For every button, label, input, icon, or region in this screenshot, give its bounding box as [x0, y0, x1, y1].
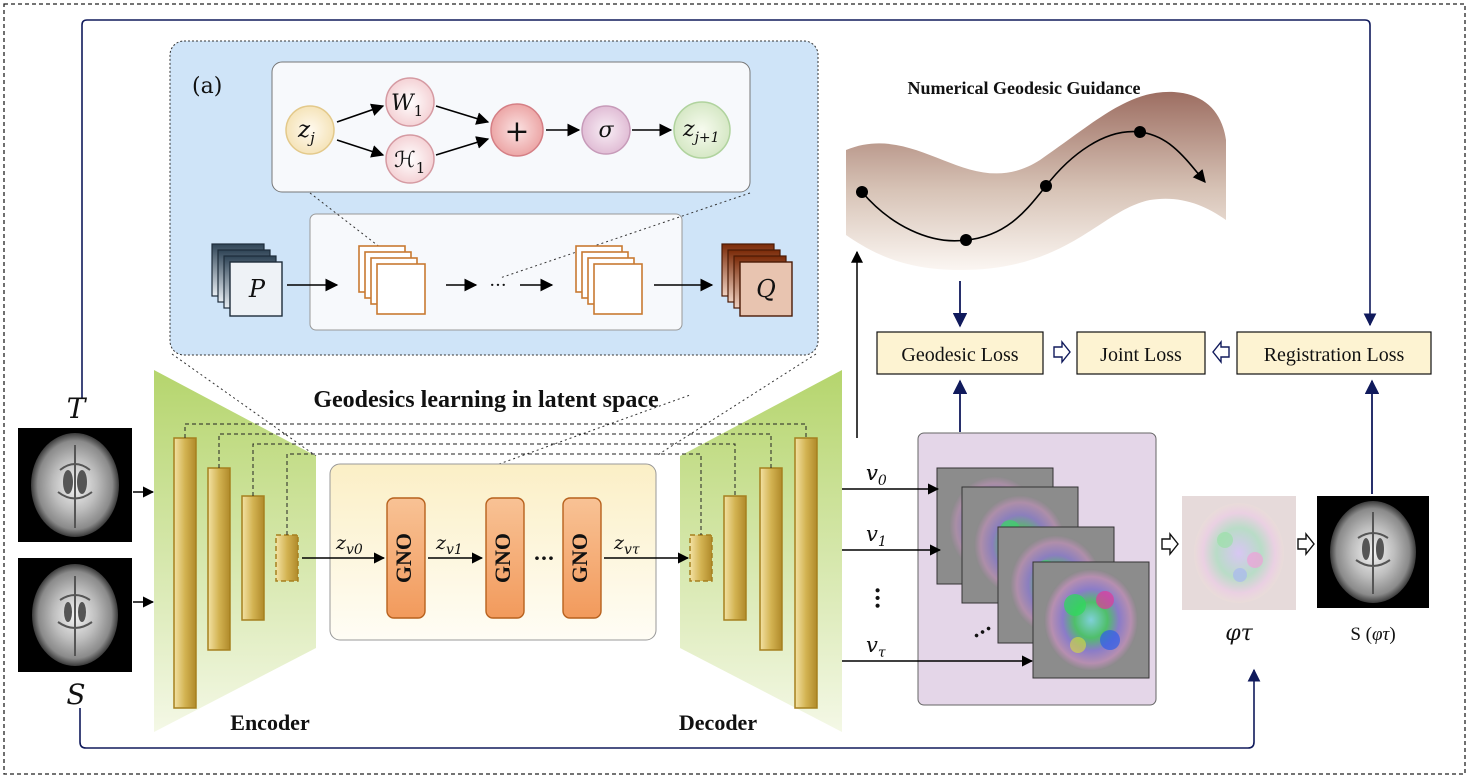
gno-block-3-label: GNO	[567, 533, 592, 583]
gno-block-1-label: GNO	[391, 533, 416, 583]
node-z-j	[285, 105, 335, 155]
warped-label: S (φτ)	[1350, 624, 1395, 645]
registration-loss-label: Registration Loss	[1264, 344, 1405, 366]
input-label-target: T	[67, 392, 88, 425]
panel-a-label: (a)	[192, 74, 222, 99]
hollow-arrow-to-warped	[1297, 532, 1315, 556]
gno-block-1	[386, 497, 426, 619]
layer-dots: ···	[489, 275, 506, 296]
joint-loss-label: Joint Loss	[1100, 344, 1182, 366]
velocity-field-stack	[936, 467, 1150, 679]
latent-z-v0-sub: v0	[346, 542, 363, 558]
velocity-dots: ···	[864, 587, 890, 610]
encoder-bar-1	[173, 437, 197, 709]
target-brain-image	[18, 428, 132, 542]
hollow-arrow-right	[1053, 340, 1071, 364]
skip-connections	[184, 423, 807, 535]
node-z-j1	[673, 101, 731, 159]
phi-label: φτ	[1225, 621, 1253, 646]
geodesic-loss-label: Geodesic Loss	[901, 344, 1018, 366]
latent-z-vtau-sub: vτ	[624, 542, 640, 558]
hollow-arrow-left	[1212, 340, 1230, 364]
manifold-band	[846, 91, 1226, 270]
velocity-label-0: v0	[866, 461, 887, 489]
lift-q-label: Q	[756, 275, 776, 303]
decoder-bar-4	[794, 437, 818, 709]
source-route-line	[79, 668, 1261, 749]
geodesic-point	[1040, 180, 1052, 192]
encoder-bar-3	[241, 495, 265, 621]
decoder-bar-3	[759, 467, 783, 651]
encoder-bar-4	[275, 534, 299, 582]
svg-text:vj: vj	[866, 461, 878, 485]
encoder-label: Encoder	[230, 710, 310, 735]
node-h1-sub: 1	[416, 159, 426, 177]
gno-block-2	[485, 497, 525, 619]
warped-brain-image	[1317, 496, 1429, 608]
geodesic-loss-box	[876, 331, 1044, 375]
node-sigma-label: σ	[598, 118, 614, 143]
decoder-bar-1	[689, 534, 713, 582]
outer-frame	[3, 3, 1466, 775]
gno-dots: ···	[534, 546, 555, 570]
node-plus-label: +	[504, 114, 529, 149]
node-w1	[385, 77, 435, 127]
registration-loss-box	[1236, 331, 1432, 375]
feature-stack-2	[575, 245, 643, 315]
hollow-arrow-to-phi	[1161, 532, 1179, 556]
node-w1-sub: 1	[414, 102, 424, 120]
guidance-heading: Numerical Geodesic Guidance	[908, 78, 1141, 98]
decoder-label: Decoder	[679, 710, 757, 735]
geodesic-point	[960, 234, 972, 246]
latent-heading: Geodesics learning in latent space	[313, 387, 659, 413]
node-sigma	[581, 105, 631, 155]
velocity-label-2: vτ	[866, 633, 886, 661]
source-brain-image	[18, 558, 132, 672]
decoder-bar-2	[723, 495, 747, 621]
gno-block-3	[562, 497, 602, 619]
lift-p-stack: P	[211, 243, 283, 317]
zoom-line	[499, 192, 751, 279]
node-plus	[490, 103, 544, 157]
lift-p-label: P	[248, 275, 266, 303]
target-route-line	[81, 19, 1377, 398]
gno-block-2-label: GNO	[490, 533, 515, 583]
joint-loss-box	[1076, 331, 1206, 375]
node-h1	[385, 134, 435, 184]
latent-z-v1-sub: v1	[446, 542, 463, 558]
node-z-j1-sub: j+1	[692, 130, 720, 146]
encoder-bar-2	[207, 467, 231, 651]
velocity-label-1: v1	[866, 522, 887, 550]
geodesic-point	[856, 186, 868, 198]
svg-text:zv0: zv0	[335, 532, 363, 558]
input-label-source: S	[66, 678, 85, 711]
geodesic-point	[1134, 126, 1146, 138]
node-z-j-sub: j	[307, 129, 315, 147]
deformation-field-image	[1182, 496, 1296, 610]
lift-q-stack: Q	[721, 243, 793, 317]
feature-stack-1	[358, 245, 426, 315]
